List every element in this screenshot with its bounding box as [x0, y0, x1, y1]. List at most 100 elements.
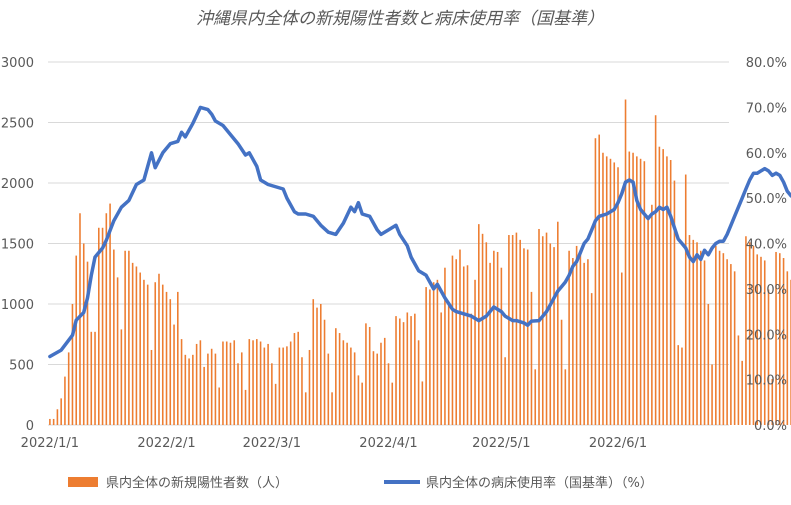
bar [534, 369, 537, 425]
x-tick-label: 2022/4/1 [359, 436, 417, 451]
bar [150, 349, 153, 425]
bar [474, 279, 476, 425]
bar [598, 134, 600, 425]
bar [49, 418, 51, 425]
bar [195, 343, 198, 425]
bar [56, 409, 59, 425]
bar [86, 261, 89, 425]
bar [496, 251, 499, 425]
bar [225, 341, 228, 425]
bar [417, 340, 420, 425]
bar [745, 236, 747, 425]
bar [210, 348, 213, 425]
bar [654, 115, 657, 426]
line-path [48, 105, 791, 359]
bar [79, 213, 81, 425]
axis-labels: 0 500 1000 1500 2000 2500 3000 0.0% 10.0% 20.0% 30… [1, 56, 787, 451]
bar [350, 347, 352, 425]
bar [564, 369, 567, 425]
bar [335, 328, 337, 425]
bar [346, 342, 348, 425]
bar [414, 313, 416, 425]
bar [617, 167, 619, 425]
bar [587, 259, 589, 425]
bar [52, 418, 55, 425]
bar [399, 318, 401, 425]
bar [214, 353, 217, 425]
bar [549, 243, 552, 425]
bar [432, 282, 435, 425]
bar [383, 337, 386, 425]
bar [493, 250, 495, 425]
bar [342, 340, 345, 425]
bar [579, 253, 582, 425]
bar [376, 353, 378, 425]
bar [688, 235, 691, 425]
bar [726, 259, 728, 425]
bar [101, 227, 104, 425]
bar [779, 253, 781, 425]
bar [515, 232, 518, 425]
bar [146, 284, 149, 425]
bar [75, 255, 78, 425]
bar [594, 138, 597, 426]
bar [353, 352, 356, 425]
bar [410, 316, 412, 425]
bar [312, 299, 315, 425]
bar [748, 242, 751, 425]
bar [459, 249, 461, 425]
bar [308, 349, 311, 425]
legend-line-label: 県内全体の病床使用率（国基準）（%） [426, 475, 653, 491]
bar [639, 158, 642, 426]
x-tick-label: 2022/5/1 [472, 436, 530, 451]
bar [316, 307, 318, 425]
y-right-tick-label: 40.0% [746, 238, 787, 253]
bar [730, 264, 732, 425]
bar [485, 242, 488, 425]
legend-bar-swatch [68, 477, 98, 487]
bar [131, 262, 134, 425]
bar [733, 271, 736, 425]
bar [526, 249, 529, 425]
bar [158, 273, 160, 425]
bar [60, 398, 62, 425]
bar [387, 363, 390, 425]
bar [421, 381, 424, 425]
legend: 県内全体の新規陽性者数（人） 県内全体の病床使用率（国基準）（%） [68, 475, 653, 491]
x-tick-label: 2022/1/1 [21, 436, 79, 451]
bar [568, 250, 570, 425]
bar [244, 389, 247, 425]
bar [575, 245, 578, 425]
bar [560, 319, 563, 425]
bar [647, 219, 649, 425]
bar [722, 253, 725, 425]
bar [154, 282, 157, 425]
bar [508, 235, 510, 425]
bar [572, 258, 574, 425]
y-right-tick-label: 60.0% [746, 147, 787, 162]
bar [331, 392, 333, 425]
bar [105, 213, 108, 425]
bar [203, 366, 205, 425]
y-left-tick-label: 2000 [1, 177, 34, 192]
bar [662, 149, 664, 425]
bar [188, 358, 190, 425]
bar [763, 260, 766, 425]
bar [237, 363, 239, 425]
bar [628, 151, 631, 426]
bar [489, 262, 491, 425]
bar [462, 266, 465, 425]
bar [361, 382, 363, 425]
bar [590, 293, 593, 425]
x-tick-label: 2022/2/1 [137, 436, 195, 451]
y-left-tick-label: 500 [9, 359, 34, 374]
bar [767, 289, 770, 425]
legend-bar-label: 県内全体の新規陽性者数（人） [106, 475, 288, 491]
bar [436, 279, 439, 425]
bar [338, 333, 341, 425]
bar [444, 267, 446, 425]
bar [707, 304, 710, 425]
bar [406, 312, 409, 425]
bar [67, 352, 70, 425]
